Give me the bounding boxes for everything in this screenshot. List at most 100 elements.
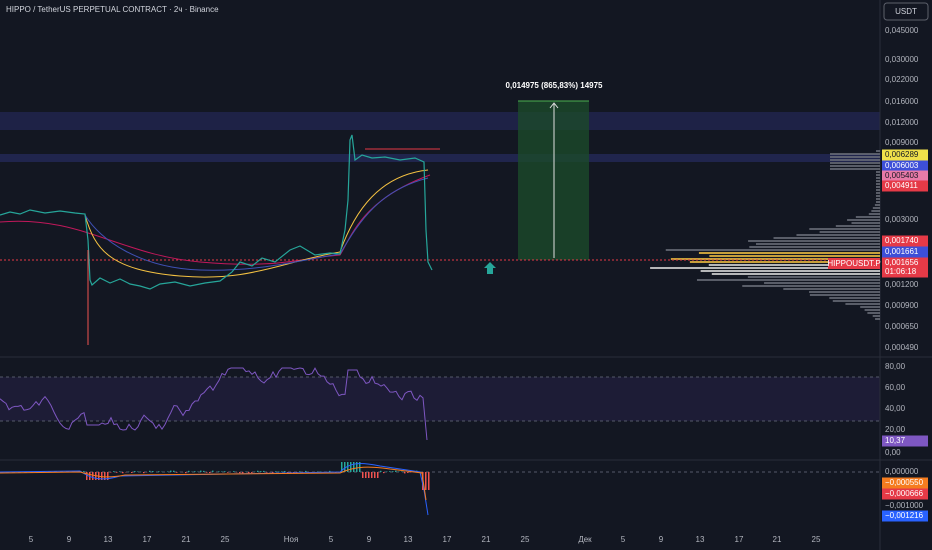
macd-bar [131, 472, 133, 473]
profile-bar [876, 201, 880, 203]
profile-bar [829, 162, 880, 164]
macd-bar [371, 472, 373, 478]
macd-bar [407, 472, 409, 473]
time-label: 9 [67, 535, 72, 544]
profile-bar [749, 246, 880, 248]
profile-bar [742, 285, 880, 287]
profile-bar [876, 198, 880, 200]
axis-label: 10,37 [885, 436, 906, 445]
profile-bar [665, 249, 880, 251]
axis-badge [882, 246, 928, 258]
profile-bar [872, 315, 880, 317]
axis-label: 0,001200 [885, 280, 919, 289]
zone-band [0, 112, 880, 130]
profile-bar [748, 240, 880, 242]
currency-button[interactable] [883, 2, 929, 21]
macd-bar [218, 471, 220, 472]
axis-label: 0,003000 [885, 215, 919, 224]
axis-label: 20,00 [885, 425, 906, 434]
profile-bar [829, 168, 880, 170]
time-label: 25 [812, 535, 821, 544]
macd-bar [227, 472, 229, 473]
profile-bar [864, 309, 880, 311]
axis-label: 01:06:18 [885, 267, 917, 276]
axis-badge [882, 488, 928, 500]
profile-bar [670, 258, 880, 260]
axis-label: 0,005403 [885, 171, 919, 180]
axis-label: 0,000490 [885, 343, 919, 352]
profile-bar [876, 183, 880, 185]
chart-title: HIPPO / TetherUS PERPETUAL CONTRACT · 2ч… [6, 5, 219, 14]
profile-bar [689, 261, 880, 263]
profile-bar [783, 288, 880, 290]
axes: 0,045000 0,030000 0,022000 0,016000 0,012000… [29, 26, 928, 544]
macd-bar [104, 472, 106, 480]
rsi-band [0, 377, 880, 421]
time-label: 21 [482, 535, 491, 544]
time-label: 17 [143, 535, 152, 544]
macd-bar [305, 470, 307, 472]
axis-label: 0,000000 [885, 467, 919, 476]
profile-bar [809, 291, 880, 293]
profile-bar [755, 243, 880, 245]
profile-bar [829, 153, 880, 155]
axis-badge [882, 257, 928, 269]
macd-bar [158, 471, 160, 472]
axis-badge [882, 170, 928, 182]
macd-bar [356, 462, 358, 472]
profile-bar [829, 297, 880, 299]
macd-bar [362, 472, 364, 478]
macd-bar [224, 471, 226, 472]
macd-bar [392, 471, 394, 472]
axis-label: 80,00 [885, 362, 906, 371]
macd-bar [149, 470, 151, 472]
moving-average [0, 174, 431, 265]
time-label: 9 [367, 535, 372, 544]
macd-bar [86, 472, 88, 480]
axis-badge [882, 149, 928, 161]
time-label: 13 [696, 535, 705, 544]
signal-line [0, 466, 427, 501]
macd-bar [92, 472, 94, 480]
axis-label: 0,004911 [885, 181, 918, 190]
macd-bar [143, 472, 145, 474]
profile-bar [773, 237, 880, 239]
time-label: Дек [578, 535, 592, 544]
profile-bar [851, 222, 880, 224]
currency-label[interactable]: USDT [895, 7, 917, 16]
axis-badge [882, 180, 928, 192]
axis-label: 0,001656 [885, 258, 919, 267]
profile-bar [709, 255, 880, 257]
axis-badge [882, 235, 928, 247]
macd-bar [380, 470, 382, 472]
moving-average [84, 169, 429, 278]
profile-bar [847, 219, 880, 221]
profile-bar [876, 195, 880, 197]
axis-label: 40,00 [885, 404, 906, 413]
profile-bar [819, 231, 880, 233]
macd-bar [176, 472, 178, 473]
profile-bar [874, 204, 880, 206]
axis-badge [882, 510, 928, 522]
axis-label: 0,045000 [885, 26, 919, 35]
axis-badge [882, 160, 928, 172]
time-label: 13 [104, 535, 113, 544]
axis-badge [882, 266, 928, 278]
macd-bar [209, 472, 211, 474]
time-label: 9 [659, 535, 664, 544]
macd-bar [119, 471, 121, 472]
macd-bar [329, 470, 331, 472]
profile-bar [876, 177, 880, 179]
macd-bar [206, 472, 208, 473]
macd-bar [113, 471, 115, 472]
axis-label: 0,030000 [885, 55, 919, 64]
macd-bar [272, 472, 274, 474]
profile-bar [747, 276, 880, 278]
macd-bar [242, 472, 244, 474]
profile-bar [872, 207, 880, 209]
time-label: 5 [329, 535, 334, 544]
macd-bar [233, 471, 235, 472]
profile-bar [876, 189, 880, 191]
macd-bar [281, 471, 283, 472]
